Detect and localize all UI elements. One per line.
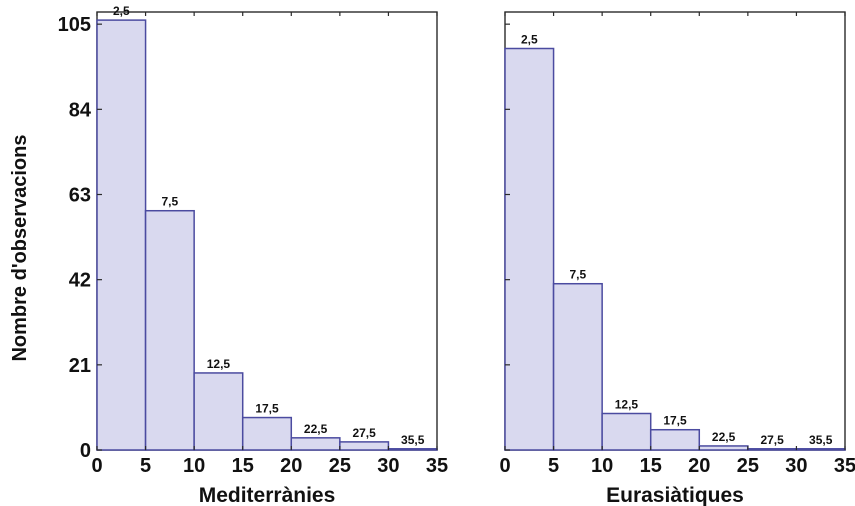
bar-value-label: 7,5: [162, 195, 179, 209]
x-tick-label: 0: [499, 455, 510, 477]
x-tick-label: 20: [280, 455, 302, 477]
x-axis-label: Eurasiàtiques: [606, 484, 744, 506]
y-tick-label: 0: [80, 440, 91, 462]
histogram-bar: [552, 282, 603, 451]
x-tick-label: 15: [640, 455, 662, 477]
bar-value-label: 22,5: [712, 430, 736, 444]
histogram-bar: [387, 448, 438, 451]
panel-mediterranies: 2,5 7,5 12,5 17,5 22,5 27,5 35,5 0 5 10 15 20 25 30 35…: [58, 4, 449, 506]
x-tick-label: 30: [785, 455, 807, 477]
histogram-bar: [504, 47, 555, 451]
histogram-bar: [747, 448, 798, 451]
histogram-bar: [144, 209, 195, 451]
x-tick-label: 5: [548, 455, 559, 477]
x-tick-label: 5: [140, 455, 151, 477]
histogram-bar: [698, 445, 749, 451]
bar-value-label: 12,5: [615, 398, 639, 412]
x-tick-label: 15: [232, 455, 254, 477]
bar-value-label: 35,5: [809, 433, 833, 447]
x-tick-label: 25: [329, 455, 351, 477]
bar-value-label: 22,5: [304, 422, 328, 436]
x-axis-label: Mediterrànies: [199, 484, 336, 506]
bar-value-label: 2,5: [113, 4, 130, 18]
bar-value-label: 27,5: [760, 433, 784, 447]
bar-value-label: 17,5: [255, 402, 279, 416]
y-tick-label: 63: [69, 185, 91, 207]
y-tick-label: 84: [69, 99, 92, 121]
histogram-bar: [649, 428, 701, 451]
x-tick-label: 35: [426, 455, 448, 477]
x-tick-label: 10: [183, 455, 205, 477]
histogram-bar: [601, 412, 652, 451]
histogram-bar: [193, 372, 244, 451]
histogram-bar: [290, 437, 341, 451]
histogram-bar: [241, 416, 293, 451]
x-tick-label: 30: [377, 455, 399, 477]
x-tick-label: 35: [834, 455, 855, 477]
bar-value-label: 2,5: [521, 33, 538, 47]
bar-value-label: 7,5: [570, 268, 587, 282]
bar-value-label: 27,5: [352, 426, 376, 440]
histogram-bar: [96, 19, 147, 451]
x-tick-label: 20: [688, 455, 710, 477]
y-tick-label: 42: [69, 270, 91, 292]
histogram-bar: [795, 448, 846, 451]
bar-value-label: 12,5: [207, 357, 231, 371]
x-tick-label: 25: [737, 455, 759, 477]
x-tick-label: 10: [591, 455, 613, 477]
y-tick-label: 21: [69, 355, 91, 377]
y-axis-label: Nombre d'observacions: [9, 134, 31, 361]
x-tick-label: 0: [91, 455, 102, 477]
histogram-bar: [339, 441, 390, 451]
bar-value-label: 35,5: [401, 433, 425, 447]
y-tick-label: 105: [58, 14, 91, 36]
bar-value-label: 17,5: [663, 414, 687, 428]
panel-eurasiatiques: 2,5 7,5 12,5 17,5 22,5 27,5 35,5 0 5 10 15 20 25 30 35…: [499, 11, 855, 506]
